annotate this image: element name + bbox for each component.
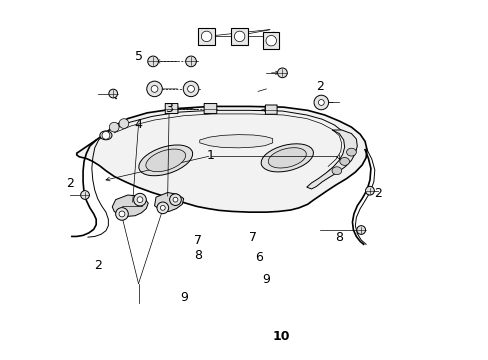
Text: 3: 3 [165, 102, 173, 115]
Circle shape [119, 119, 128, 129]
Text: 8: 8 [194, 248, 202, 261]
Circle shape [137, 197, 142, 203]
Text: 2: 2 [315, 80, 323, 93]
Circle shape [119, 211, 124, 217]
Circle shape [318, 100, 324, 105]
Text: 7: 7 [249, 231, 257, 244]
Polygon shape [200, 135, 272, 148]
Text: 7: 7 [194, 234, 202, 247]
Ellipse shape [346, 148, 356, 156]
Circle shape [187, 86, 194, 92]
FancyBboxPatch shape [265, 105, 277, 114]
Circle shape [173, 197, 178, 202]
Circle shape [265, 35, 276, 46]
Text: 2: 2 [373, 187, 381, 200]
Ellipse shape [261, 144, 313, 172]
FancyBboxPatch shape [203, 104, 216, 113]
Circle shape [185, 56, 196, 67]
Circle shape [133, 193, 146, 206]
Ellipse shape [339, 157, 349, 165]
Circle shape [102, 131, 110, 139]
Ellipse shape [331, 167, 341, 175]
Polygon shape [154, 193, 183, 211]
Polygon shape [306, 130, 357, 189]
FancyBboxPatch shape [165, 104, 178, 113]
Ellipse shape [145, 149, 185, 172]
Circle shape [234, 31, 244, 42]
Circle shape [151, 86, 158, 92]
Text: 10: 10 [272, 330, 289, 343]
Circle shape [183, 81, 199, 97]
Circle shape [109, 122, 119, 132]
Circle shape [160, 206, 165, 210]
Polygon shape [112, 195, 148, 216]
Ellipse shape [268, 148, 305, 168]
Circle shape [201, 31, 211, 42]
Circle shape [147, 56, 158, 67]
Circle shape [277, 68, 287, 78]
Ellipse shape [100, 131, 112, 140]
Text: 2: 2 [66, 177, 74, 190]
Circle shape [81, 191, 89, 199]
Circle shape [313, 95, 328, 110]
Text: 1: 1 [206, 149, 214, 162]
Text: 2: 2 [94, 259, 102, 272]
Circle shape [116, 208, 128, 220]
Circle shape [109, 89, 117, 98]
Ellipse shape [139, 145, 192, 176]
Text: 9: 9 [262, 273, 270, 286]
Text: 5: 5 [134, 50, 142, 63]
Circle shape [146, 81, 162, 97]
Text: 8: 8 [335, 231, 343, 244]
Text: 6: 6 [255, 251, 263, 264]
Circle shape [169, 194, 181, 206]
Circle shape [365, 186, 373, 195]
Polygon shape [77, 107, 366, 212]
Text: 9: 9 [180, 291, 187, 305]
Text: 4: 4 [134, 118, 142, 131]
Circle shape [356, 226, 365, 234]
Circle shape [157, 202, 168, 214]
